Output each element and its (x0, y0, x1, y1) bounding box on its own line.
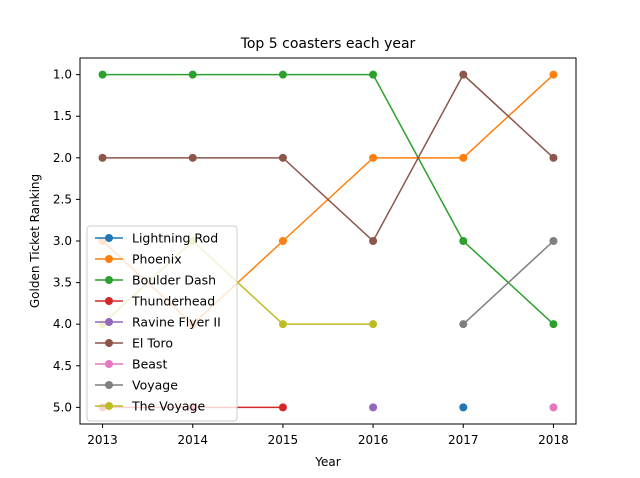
legend-item: Voyage (95, 378, 178, 393)
chart-title: Top 5 coasters each year (240, 36, 416, 52)
legend-item: Beast (95, 357, 167, 372)
data-point-boulder-dash (188, 70, 197, 79)
legend-marker (105, 297, 113, 305)
data-point-boulder-dash (278, 70, 287, 79)
x-tick-label: 2014 (177, 433, 208, 447)
x-axis: 2013 2014 2015 2016 2017 2018 (87, 424, 569, 447)
legend-item: Lightning Rod (95, 231, 218, 246)
legend-item: Boulder Dash (95, 273, 216, 288)
y-tick-label: 2.0 (53, 151, 72, 165)
series-line-boulder-dash (102, 73, 554, 325)
data-point-boulder-dash (549, 320, 558, 329)
data-point-el-toro (549, 153, 558, 162)
data-point-phoenix (549, 70, 558, 79)
legend-marker (105, 360, 113, 368)
legend-item: Ravine Flyer II (95, 315, 221, 330)
y-tick-label: 3.0 (53, 234, 72, 248)
y-tick-label: 3.5 (53, 276, 72, 290)
legend: Lightning Rod Phoenix Boulder Dash Thunderh… (86, 225, 238, 422)
legend-label: Ravine Flyer II (132, 315, 221, 330)
legend-label: El Toro (132, 336, 173, 351)
x-tick-label: 2015 (268, 433, 299, 447)
series-voyage (459, 237, 558, 329)
y-axis: 1.0 1.5 2.0 2.5 3.0 3.5 4.0 4.5 5.0 (53, 68, 80, 414)
data-point-boulder-dash (98, 70, 107, 79)
y-tick-label: 4.5 (53, 359, 72, 373)
data-point-beast (549, 403, 558, 412)
y-tick-label: 2.5 (53, 192, 72, 206)
series-lightning-rod (459, 403, 468, 412)
y-tick-label: 4.0 (53, 317, 72, 331)
legend-box (86, 225, 238, 422)
data-point-thunderhead (278, 403, 287, 412)
data-point-the-voyage (369, 320, 378, 329)
data-point-el-toro (278, 153, 287, 162)
series-line-voyage (462, 240, 554, 325)
legend-marker (105, 234, 113, 242)
legend-marker (105, 381, 113, 389)
data-point-boulder-dash (369, 70, 378, 79)
legend-item: Thunderhead (95, 294, 215, 309)
legend-item: Phoenix (95, 252, 182, 267)
data-point-ravine-flyer-ii (369, 403, 378, 412)
legend-label: The Voyage (131, 399, 205, 414)
data-point-the-voyage (278, 320, 287, 329)
series-boulder-dash (98, 70, 558, 329)
legend-label: Voyage (132, 378, 178, 393)
legend-label: Phoenix (132, 252, 182, 267)
legend-label: Beast (132, 357, 167, 372)
x-axis-title: Year (314, 455, 340, 469)
x-tick-label: 2016 (358, 433, 389, 447)
legend-label: Boulder Dash (132, 273, 216, 288)
data-point-phoenix (369, 153, 378, 162)
x-tick-label: 2018 (538, 433, 569, 447)
data-point-voyage (459, 320, 468, 329)
data-point-el-toro (188, 153, 197, 162)
legend-marker (105, 339, 113, 347)
data-point-phoenix (278, 237, 287, 245)
x-tick-label: 2013 (87, 433, 118, 447)
data-point-phoenix (459, 153, 468, 162)
data-point-lightning-rod (459, 403, 468, 412)
data-point-el-toro (98, 153, 107, 162)
x-tick-label: 2017 (448, 433, 479, 447)
legend-marker (105, 276, 113, 284)
legend-marker (105, 255, 113, 263)
y-tick-label: 1.5 (53, 109, 72, 123)
y-tick-label: 5.0 (53, 400, 72, 414)
legend-marker (105, 402, 113, 410)
data-point-el-toro (459, 70, 468, 79)
y-axis-title: Golden Ticket Ranking (28, 174, 42, 308)
series-el-toro (98, 70, 558, 245)
legend-marker (105, 318, 113, 326)
series-line-el-toro (102, 73, 554, 243)
series-ravine-flyer-ii (369, 403, 378, 412)
data-point-el-toro (369, 237, 378, 245)
legend-label: Thunderhead (131, 294, 215, 309)
series-layer (98, 70, 558, 412)
data-point-voyage (549, 237, 558, 245)
legend-item: El Toro (95, 336, 173, 351)
y-tick-label: 1.0 (53, 68, 72, 82)
data-point-boulder-dash (459, 237, 468, 245)
legend-label: Lightning Rod (132, 231, 218, 246)
series-beast (549, 403, 558, 412)
legend-item: The Voyage (95, 399, 205, 414)
